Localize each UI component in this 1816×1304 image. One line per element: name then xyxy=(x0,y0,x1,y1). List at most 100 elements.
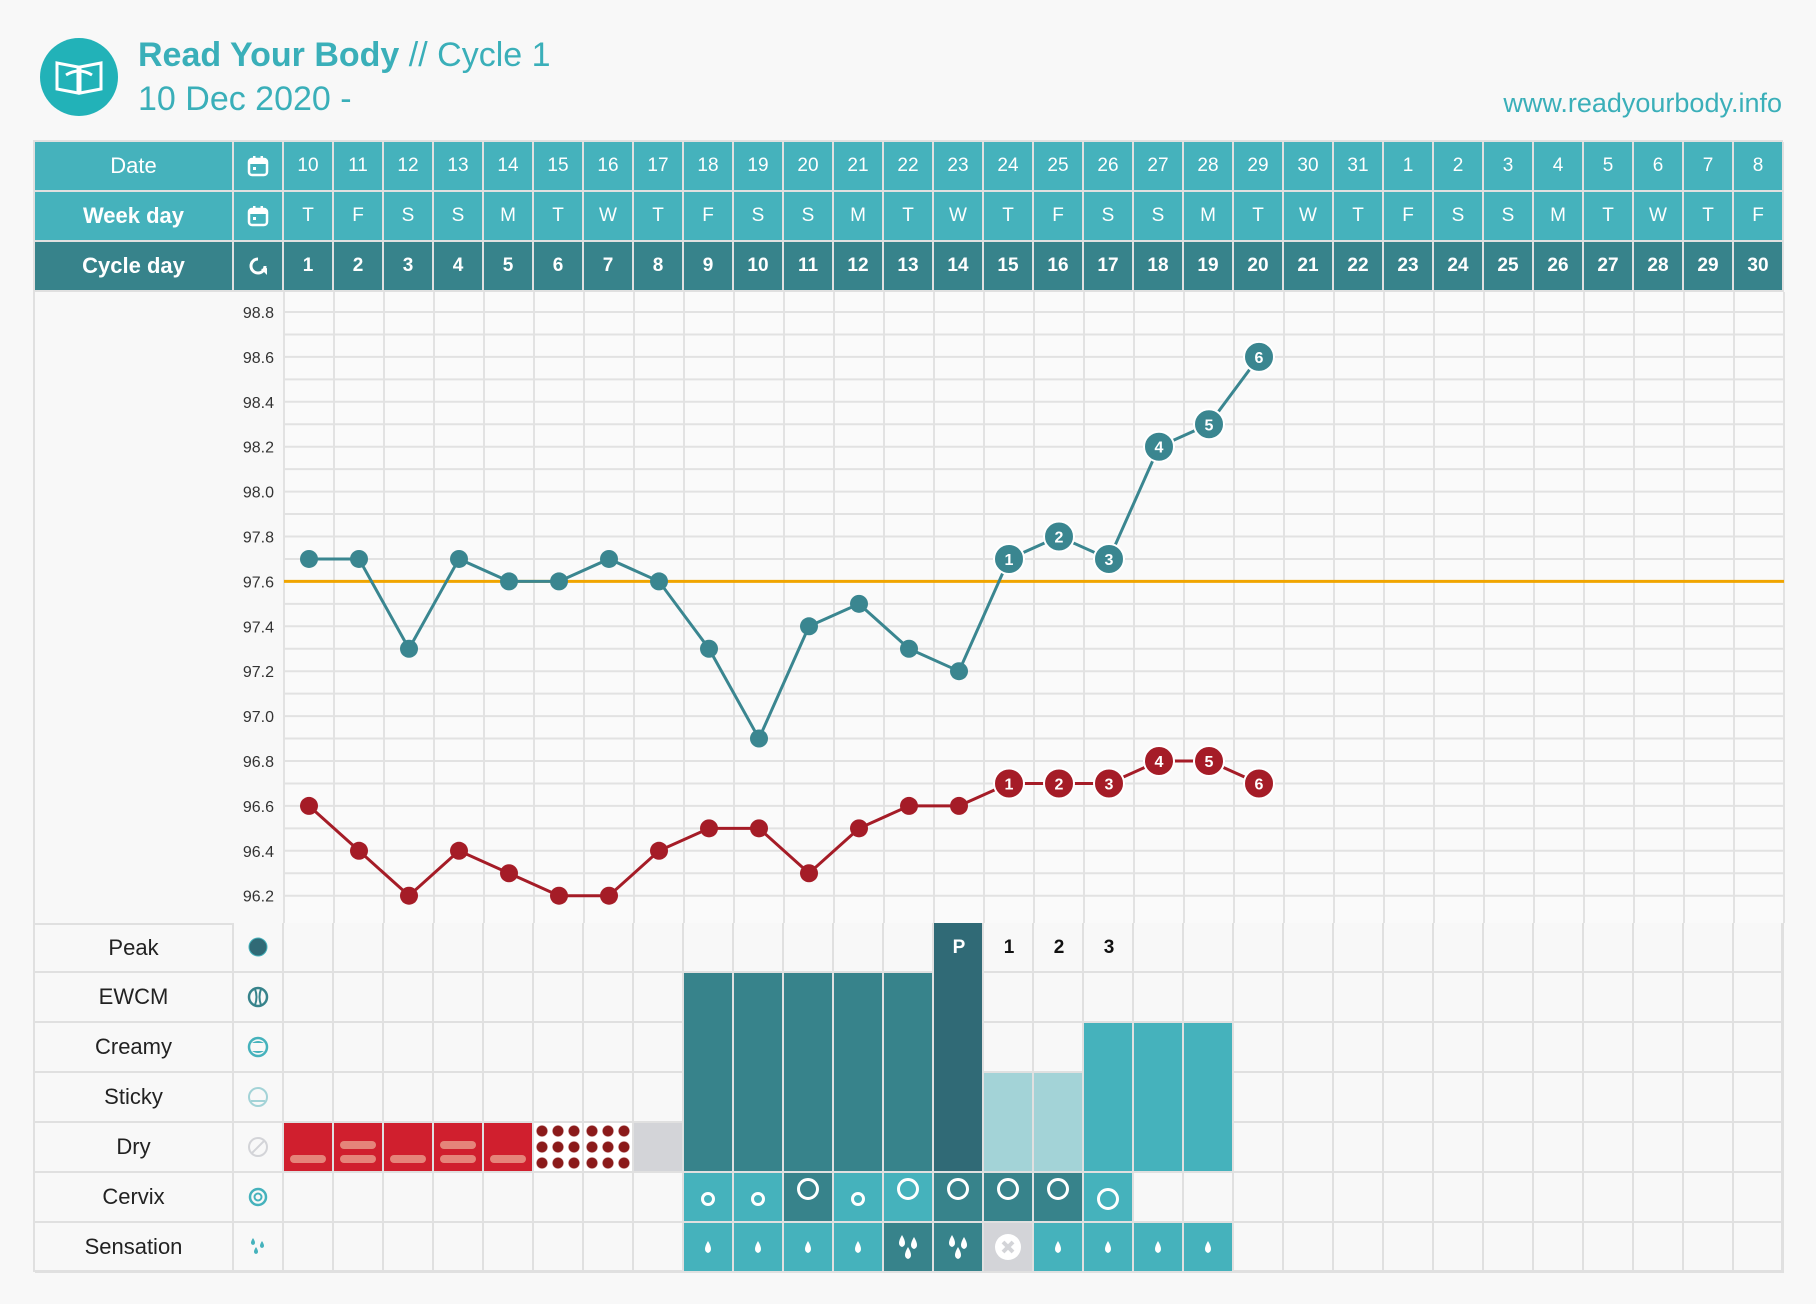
cycle-day-cell: 22 xyxy=(1334,242,1384,292)
observation-cell xyxy=(1434,973,1484,1023)
mucus-bar-dry xyxy=(434,1123,482,1171)
weekday-cell: W xyxy=(934,192,984,242)
observation-cell xyxy=(584,923,634,973)
weekday-cell: T xyxy=(1234,192,1284,242)
observation-cell xyxy=(1234,923,1284,973)
observation-cell xyxy=(1734,1023,1784,1073)
mucus-bar-dry xyxy=(334,1123,382,1171)
observation-cell xyxy=(1434,1023,1484,1073)
mucus-bar-dry xyxy=(484,1123,532,1171)
observation-cell xyxy=(484,1073,534,1123)
observation-cell xyxy=(834,1173,884,1223)
observation-cell xyxy=(734,923,784,973)
temperature-2-point xyxy=(450,841,468,860)
weekday-cell: F xyxy=(684,192,734,242)
observation-cell xyxy=(1384,1123,1434,1173)
app-name: Read Your Body xyxy=(138,36,400,74)
drop-icon xyxy=(755,1241,761,1253)
observation-cell xyxy=(434,973,484,1023)
observation-cell xyxy=(1034,1173,1084,1223)
temperature-2-point xyxy=(993,767,1025,800)
date-cell: 5 xyxy=(1584,142,1634,192)
mucus-bar-dry xyxy=(384,1123,432,1171)
observation-cell xyxy=(334,1073,384,1123)
observation-cell xyxy=(484,1123,534,1173)
observation-cell xyxy=(1384,1223,1434,1273)
temperature-1-point-label: 5 xyxy=(1205,417,1214,434)
cycle-day-cell: 7 xyxy=(584,242,634,292)
date-cell: 29 xyxy=(1234,142,1284,192)
observation-cell xyxy=(1734,923,1784,973)
temperature-1-point xyxy=(650,572,668,591)
mucus-bar-ewcm xyxy=(684,973,732,1171)
date-cell: 14 xyxy=(484,142,534,192)
observation-cell xyxy=(1684,923,1734,973)
weekday-cell: M xyxy=(1184,192,1234,242)
mucus-bar-ewcm xyxy=(834,973,882,1171)
y-tick-label: 97.4 xyxy=(243,619,274,636)
weekday-cell: T xyxy=(984,192,1034,242)
dry-bar xyxy=(340,1141,376,1149)
website-link[interactable]: www.readyourbody.info xyxy=(1503,88,1782,118)
date-cell: 3 xyxy=(1484,142,1534,192)
row-label-cervix: Cervix xyxy=(35,1173,234,1223)
observation-cell xyxy=(1234,1173,1284,1223)
observation-cell xyxy=(1584,923,1634,973)
cycle-day-cell: 19 xyxy=(1184,242,1234,292)
observation-cell xyxy=(884,923,934,973)
observation-cell xyxy=(1334,1223,1384,1273)
date-cell: 13 xyxy=(434,142,484,192)
observation-cell xyxy=(884,1173,934,1223)
weekday-cell: F xyxy=(334,192,384,242)
peak-mark: 3 xyxy=(1103,937,1115,958)
temperature-chart: 98.8 98.6 98.4 98.2 98.0 97.8 97.6 97.4 97.2 97.0… xyxy=(243,292,1785,923)
observation-cell xyxy=(984,923,1034,973)
observation-cell xyxy=(1284,1173,1334,1223)
observation-cell xyxy=(634,1223,684,1273)
dry-bar xyxy=(390,1155,426,1163)
observation-cell xyxy=(834,923,884,973)
observation-cell xyxy=(684,1223,734,1273)
observation-cell xyxy=(1684,1023,1734,1073)
observation-cell xyxy=(1034,973,1084,1023)
cycle-day-cell: 17 xyxy=(1084,242,1134,292)
weekday-cell: F xyxy=(1034,192,1084,242)
observation-cell xyxy=(1134,973,1184,1023)
observation-cell xyxy=(1534,973,1584,1023)
temperature-1-point-label: 2 xyxy=(1055,530,1064,547)
weekday-cell: S xyxy=(434,192,484,242)
weekday-cell: T xyxy=(1684,192,1734,242)
dry-bar xyxy=(440,1155,476,1163)
observation-cell xyxy=(934,1173,984,1223)
cycle-day-cell: 29 xyxy=(1684,242,1734,292)
temperature-1-point-label: 3 xyxy=(1105,552,1114,569)
observation-cell xyxy=(1484,1173,1534,1223)
temperature-2-point xyxy=(700,819,718,838)
mucus-bar-sticky xyxy=(984,1073,1032,1171)
row-label-creamy: Creamy xyxy=(35,1023,234,1073)
date-cell: 6 xyxy=(1634,142,1684,192)
cervix-icon xyxy=(234,1173,284,1223)
calendar-icon xyxy=(234,192,284,242)
date-cell: 15 xyxy=(534,142,584,192)
cervix-open-icon xyxy=(897,1178,919,1200)
cycle-day-cell: 15 xyxy=(984,242,1034,292)
observation-cell xyxy=(1484,1123,1534,1173)
dry-bar xyxy=(490,1155,526,1163)
temperature-1-point xyxy=(993,542,1025,575)
cervix-cell xyxy=(884,1173,932,1221)
observation-cell xyxy=(1734,1173,1784,1223)
drop-icon xyxy=(1155,1241,1161,1253)
observation-cell xyxy=(1734,973,1784,1023)
temperature-1-point xyxy=(850,594,868,613)
observation-cell xyxy=(1384,1023,1434,1073)
drop-icon xyxy=(1055,1241,1061,1253)
cervix-cell xyxy=(1084,1173,1132,1221)
cycle-day-cell: 20 xyxy=(1234,242,1284,292)
observation-cell xyxy=(1284,923,1334,973)
drop-icon xyxy=(1105,1241,1111,1253)
observation-cell xyxy=(984,1123,1034,1173)
observation-cell xyxy=(484,1223,534,1273)
date-cell: 18 xyxy=(684,142,734,192)
creamy-icon xyxy=(234,1023,284,1073)
